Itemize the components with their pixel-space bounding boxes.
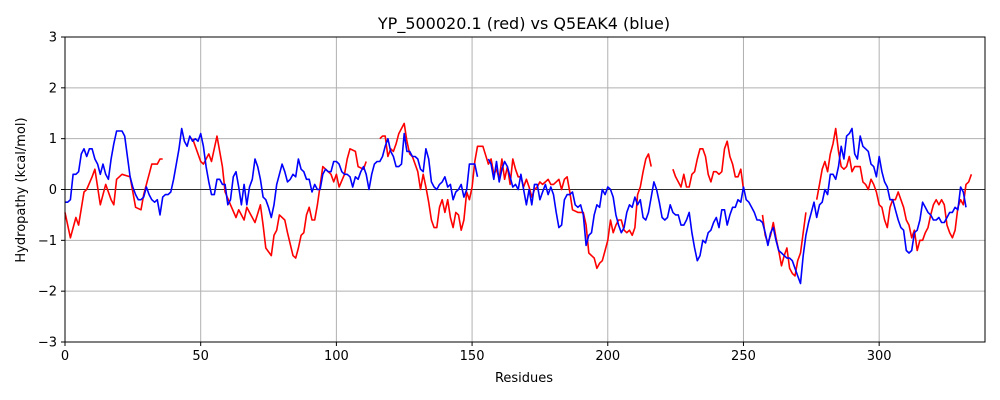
- y-tick-label: −1: [38, 234, 57, 249]
- series-line-segment: [191, 135, 367, 259]
- y-tick-label: −2: [38, 285, 57, 300]
- series-q5eak4: [65, 127, 967, 285]
- series-line-segment: [379, 122, 652, 270]
- y-tick-label: 3: [49, 31, 57, 46]
- x-axis-label: Residues: [495, 371, 553, 386]
- x-tick-label: 300: [867, 349, 892, 364]
- x-tick-label: 0: [61, 349, 69, 364]
- axis-ticks: 0 50 100 150 200 250 300 −3 −2 −1 0 1 2 3: [38, 31, 892, 365]
- y-axis-label: Hydropathy (kcal/mol): [14, 117, 29, 262]
- series-line-segment: [672, 140, 745, 190]
- x-tick-label: 250: [731, 349, 756, 364]
- x-tick-label: 200: [595, 349, 620, 364]
- data-series: [64, 122, 973, 285]
- series-line-segment: [487, 127, 967, 285]
- y-tick-label: −3: [38, 336, 57, 351]
- x-tick-label: 150: [460, 349, 485, 364]
- series-line-segment: [65, 127, 479, 219]
- series-line-segment: [815, 127, 973, 252]
- series-line-segment: [64, 158, 163, 239]
- y-tick-label: 0: [49, 183, 57, 198]
- y-tick-label: 2: [49, 81, 57, 96]
- series-yp-500020-1: [64, 122, 973, 277]
- x-tick-label: 100: [324, 349, 349, 364]
- y-tick-label: 1: [49, 132, 57, 147]
- x-tick-label: 50: [192, 349, 209, 364]
- chart-title: YP_500020.1 (red) vs Q5EAK4 (blue): [377, 14, 670, 34]
